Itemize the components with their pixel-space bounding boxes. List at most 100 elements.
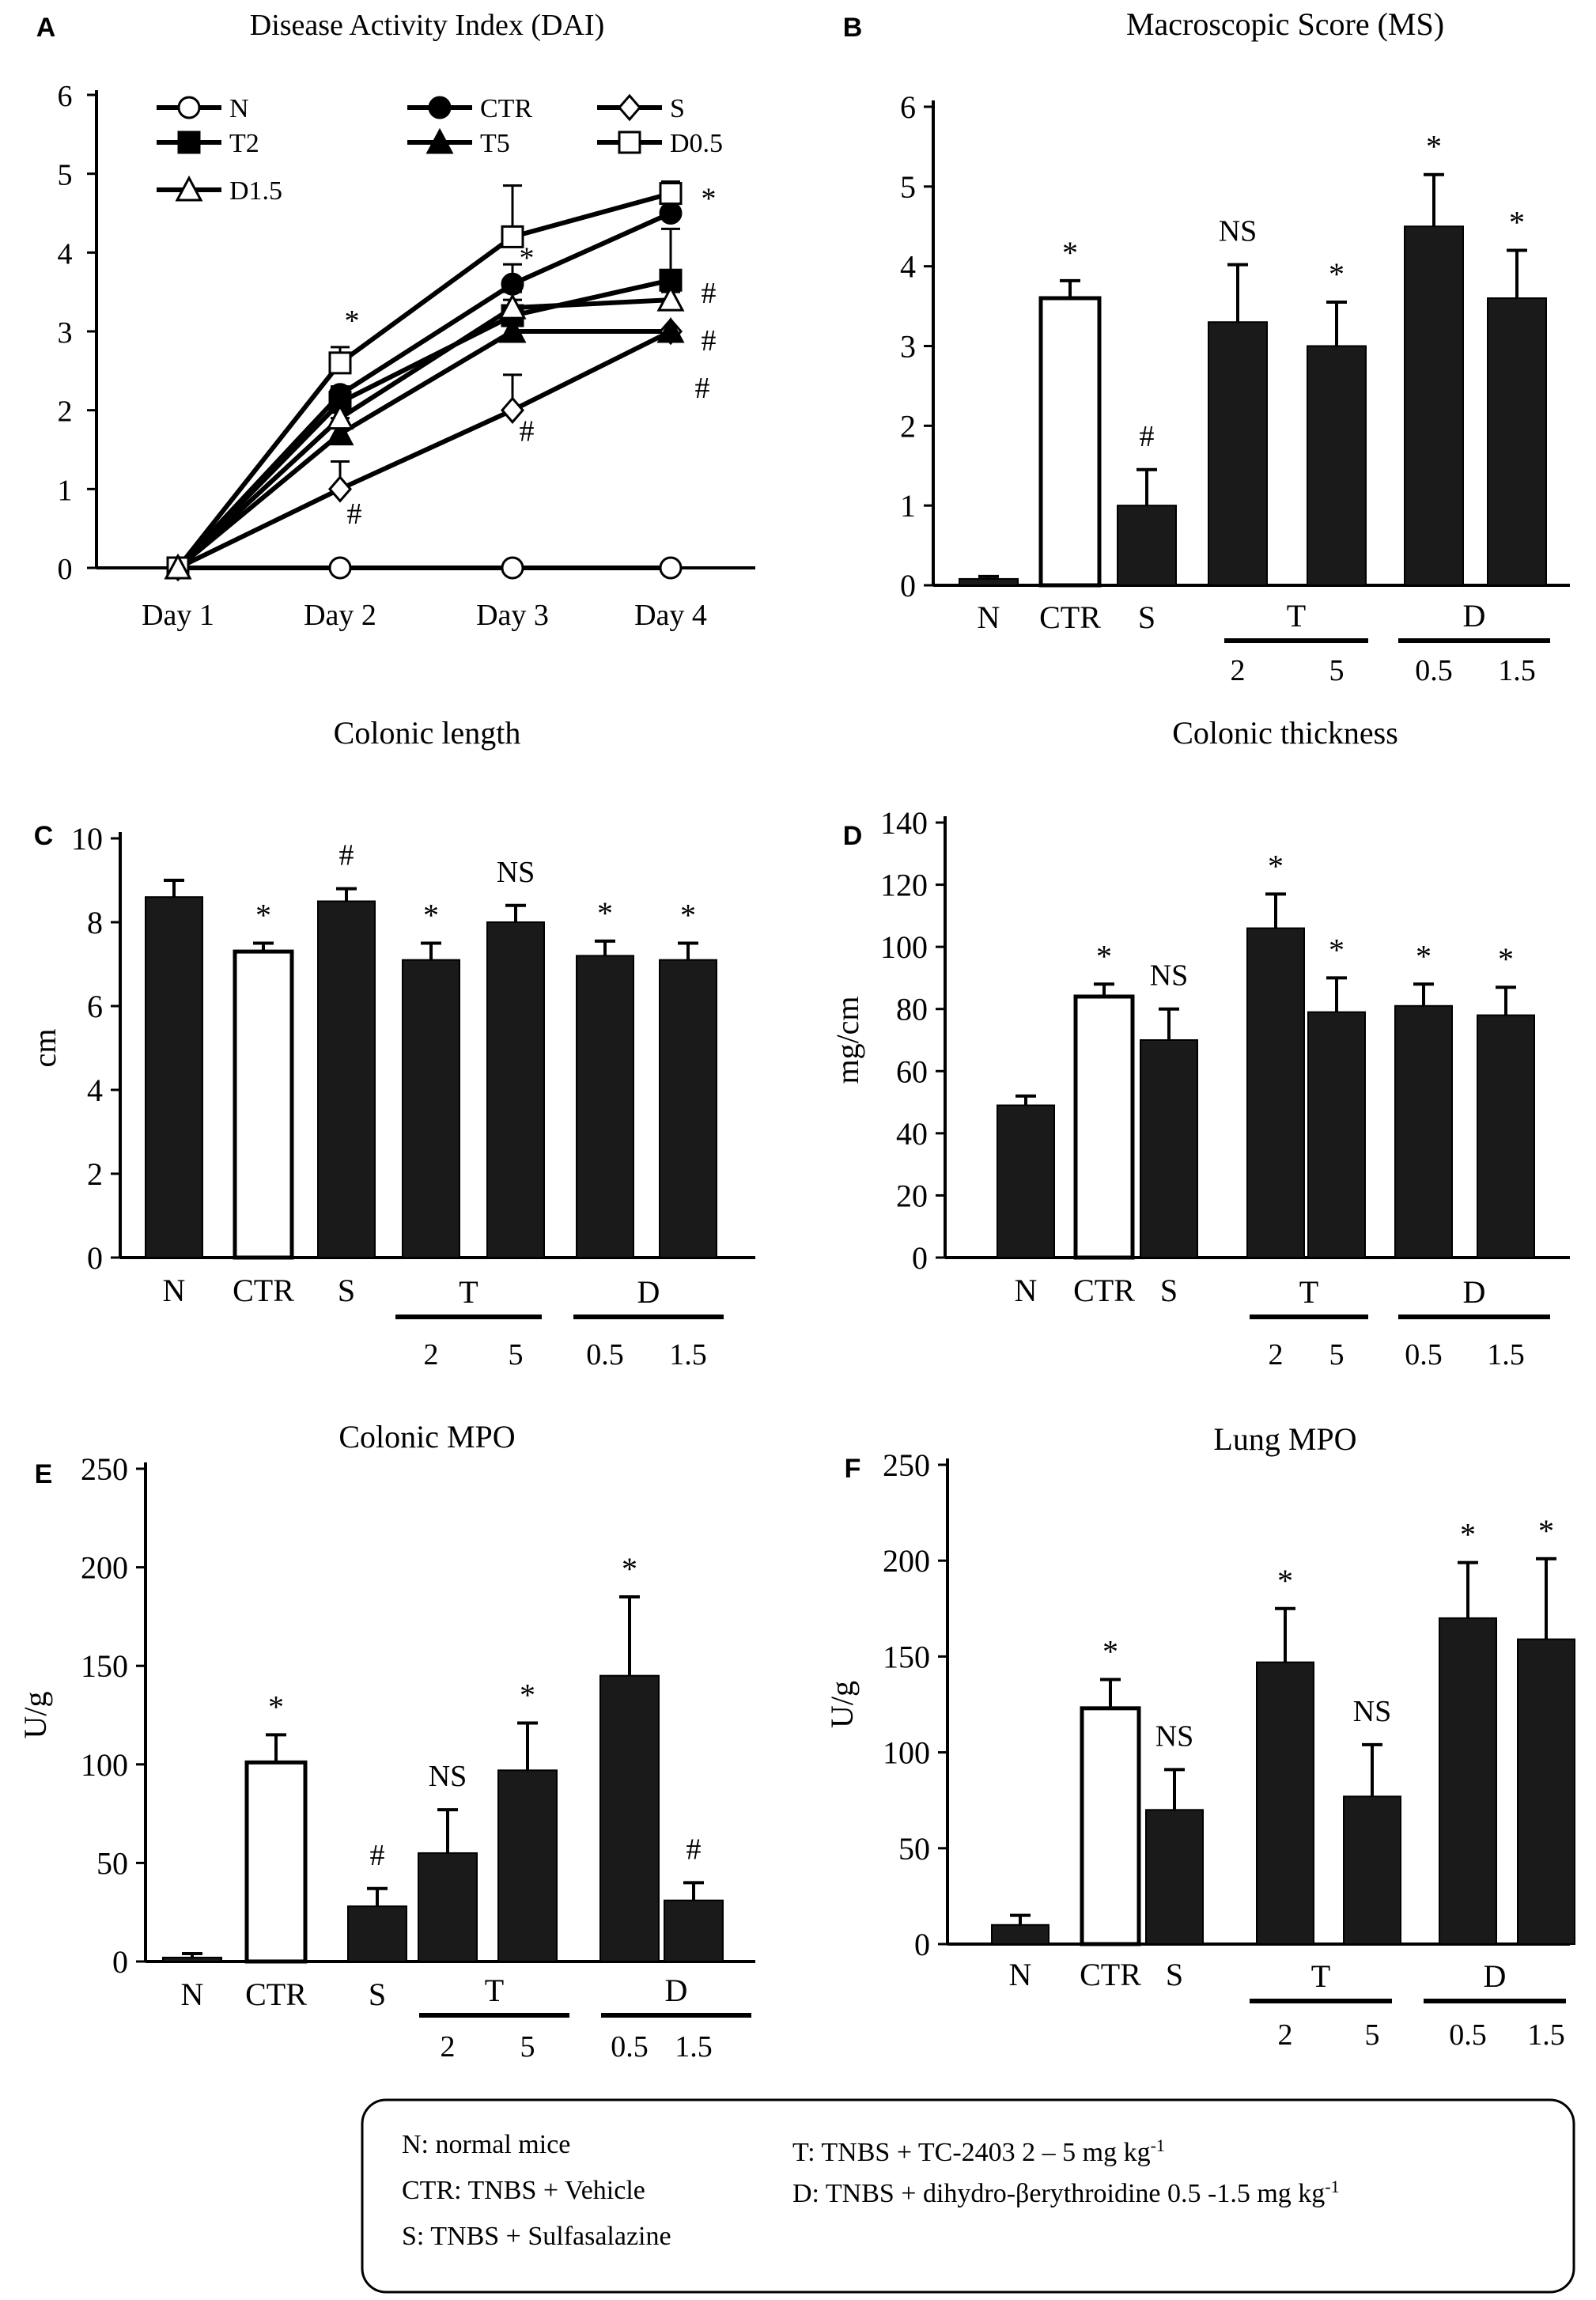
data-point bbox=[501, 556, 524, 580]
y-tick-label: 50 bbox=[898, 1831, 930, 1867]
bar bbox=[1256, 1661, 1314, 1946]
bar bbox=[1145, 1809, 1204, 1946]
bar bbox=[1140, 1039, 1198, 1258]
data-point bbox=[177, 131, 201, 154]
group-label: T bbox=[459, 1274, 478, 1310]
y-tick-label: 3 bbox=[58, 316, 73, 350]
data-point bbox=[656, 316, 685, 343]
significance-mark: # bbox=[702, 324, 717, 357]
significance-mark: * bbox=[1416, 938, 1431, 974]
x-tick-label: Day 3 bbox=[476, 599, 549, 632]
bar bbox=[1117, 505, 1177, 587]
x-tick-label: S bbox=[1166, 1957, 1183, 1992]
y-tick-label: 1 bbox=[58, 474, 73, 507]
group-label: D bbox=[1463, 598, 1486, 634]
x-tick-label: N bbox=[1009, 1957, 1032, 1992]
y-tick-label: 2 bbox=[58, 395, 73, 429]
bar bbox=[1394, 1004, 1453, 1259]
y-tick-label: 3 bbox=[900, 329, 916, 365]
y-tick-label: 200 bbox=[883, 1543, 930, 1579]
y-tick-label: 5 bbox=[900, 169, 916, 205]
x-tick-label: CTR bbox=[1080, 1957, 1141, 1992]
panel-a-line-chart: A Disease Activity Index (DAI) 0 1 2 3 4 5 6 Day … bbox=[36, 9, 755, 632]
significance-mark: * bbox=[622, 1551, 637, 1587]
y-tick-label: 0 bbox=[87, 1240, 103, 1276]
y-axis-label: U/g bbox=[17, 1692, 53, 1739]
bar bbox=[1439, 1617, 1497, 1946]
y-tick-label: 2 bbox=[87, 1156, 103, 1192]
y-tick-label: 1 bbox=[900, 488, 916, 524]
significance-mark: * bbox=[1538, 1513, 1554, 1549]
dose-label: 2 bbox=[1231, 654, 1246, 687]
data-point bbox=[328, 351, 352, 375]
data-point bbox=[498, 293, 527, 320]
bar bbox=[1246, 927, 1305, 1258]
x-tick-label: N bbox=[181, 1977, 204, 2012]
y-tick-label: 0 bbox=[912, 1240, 928, 1276]
y-tick-label: 100 bbox=[883, 1735, 930, 1771]
dose-label: 5 bbox=[520, 2030, 535, 2064]
bar bbox=[959, 577, 1019, 587]
dose-label: 1.5 bbox=[1527, 2018, 1565, 2052]
bar bbox=[233, 949, 294, 1260]
y-tick-label: 0 bbox=[58, 553, 73, 586]
y-tick-label: 2 bbox=[900, 408, 916, 444]
group-label: D bbox=[1484, 1958, 1507, 1994]
significance-mark: # bbox=[520, 415, 535, 448]
bar bbox=[347, 1905, 407, 1963]
data-point bbox=[328, 475, 352, 503]
data-point bbox=[659, 556, 683, 580]
x-tick-label: S bbox=[1138, 600, 1155, 635]
x-tick-label: S bbox=[369, 1977, 386, 2012]
dose-label: 0.5 bbox=[586, 1338, 624, 1371]
x-tick-label: N bbox=[978, 600, 1000, 635]
significance-mark: NS bbox=[1150, 959, 1189, 993]
series-line bbox=[176, 210, 672, 570]
panel-f-bar-chart: F Lung MPO 0 50 100 150 200 250 U/g N * CTR NS S * NS * *… bbox=[824, 1421, 1575, 2052]
data-point bbox=[425, 127, 454, 154]
data-point bbox=[177, 96, 201, 119]
legend-superscript: -1 bbox=[1325, 2177, 1339, 2196]
dose-label: 0.5 bbox=[1415, 654, 1453, 687]
x-tick-label: Day 1 bbox=[142, 599, 214, 632]
significance-mark: * bbox=[1268, 848, 1284, 883]
group-label: T bbox=[1287, 598, 1306, 634]
data-point bbox=[175, 175, 203, 202]
series-line bbox=[176, 191, 671, 569]
legend-text-left: S: TNBS + Sulfasalazine bbox=[402, 2222, 671, 2251]
bar bbox=[1038, 296, 1102, 588]
y-tick-label: 40 bbox=[896, 1116, 928, 1152]
series-line bbox=[176, 329, 671, 570]
significance-mark: # bbox=[339, 839, 354, 872]
data-point bbox=[428, 96, 452, 119]
bar bbox=[1343, 1795, 1401, 1946]
x-tick-label: CTR bbox=[233, 1273, 294, 1308]
dose-label: 2 bbox=[1278, 2018, 1293, 2052]
significance-mark: * bbox=[702, 183, 717, 216]
panel-letter: A bbox=[36, 13, 56, 43]
legend-label: T2 bbox=[229, 129, 259, 158]
legend-label: D1.5 bbox=[229, 176, 282, 206]
data-point bbox=[618, 131, 641, 154]
group-label: D bbox=[637, 1274, 660, 1310]
series-line bbox=[176, 329, 672, 570]
significance-mark: NS bbox=[1353, 1695, 1392, 1728]
y-tick-label: 8 bbox=[87, 905, 103, 940]
chart-title: Macroscopic Score (MS) bbox=[1126, 6, 1444, 42]
x-tick-label: Day 4 bbox=[634, 599, 707, 632]
dose-label: 0.5 bbox=[611, 2030, 649, 2064]
panel-d-bar-chart: D Colonic thickness 0 20 40 60 80 100 120 140 mg/c… bbox=[830, 715, 1570, 1371]
x-tick-label: S bbox=[1160, 1273, 1178, 1308]
data-point bbox=[656, 285, 685, 312]
y-axis-label: mg/cm bbox=[830, 996, 865, 1084]
y-tick-label: 250 bbox=[883, 1447, 930, 1483]
significance-mark: NS bbox=[497, 856, 535, 889]
x-tick-label: N bbox=[163, 1273, 186, 1308]
significance-mark: * bbox=[597, 895, 613, 931]
x-tick-label: CTR bbox=[1039, 600, 1101, 635]
data-point bbox=[164, 553, 192, 580]
dose-label: 5 bbox=[1329, 654, 1344, 687]
abbreviation-legend-box: N: normal mice CTR: TNBS + Vehicle S: TNBS… bbox=[361, 2098, 1575, 2294]
y-tick-label: 4 bbox=[87, 1072, 103, 1108]
